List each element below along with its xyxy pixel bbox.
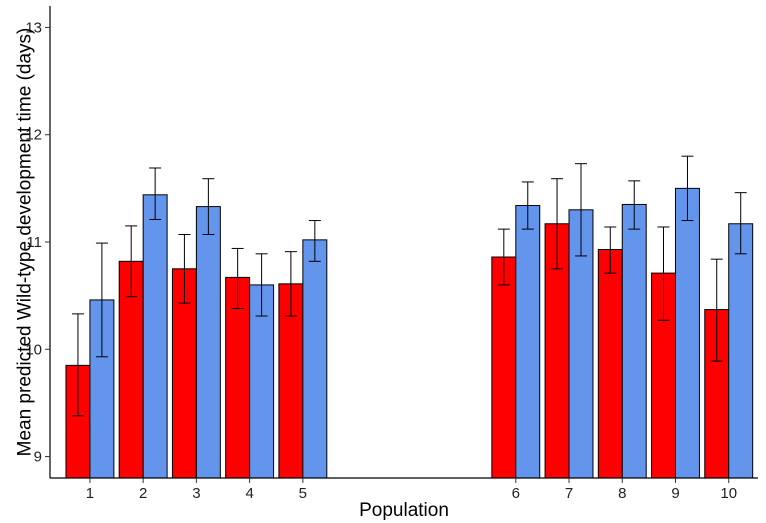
bars-layer <box>65 187 754 479</box>
y-tick-label: 13 <box>25 19 42 36</box>
error-bar-series1-pop-6 <box>497 228 510 286</box>
bar-series2-pop-9 <box>674 187 700 479</box>
x-ticks: 1 2 3 4 5 6 7 8 9 10 <box>86 478 737 502</box>
bar-series2-pop-3 <box>195 206 221 479</box>
error-bar-series1-pop-2 <box>125 225 138 298</box>
error-bar-series1-pop-5 <box>284 251 297 317</box>
x-tick-label: 9 <box>671 485 679 502</box>
error-bar-series2-pop-9 <box>681 155 694 222</box>
error-bar-series2-pop-4 <box>255 253 268 317</box>
error-bar-series2-pop-2 <box>149 167 162 220</box>
error-bar-series1-pop-4 <box>231 247 244 310</box>
y-tick-label: 10 <box>25 341 42 358</box>
error-bar-series2-pop-1 <box>95 242 108 358</box>
y-axis-title: Mean predicted Wild-type development tim… <box>15 28 36 457</box>
x-tick-label: 1 <box>86 485 94 502</box>
bar-series2-pop-10 <box>728 223 754 479</box>
x-tick-label: 4 <box>245 485 253 502</box>
error-bar-series2-pop-5 <box>308 220 321 262</box>
y-tick-label: 11 <box>26 234 42 251</box>
error-bar-series1-pop-3 <box>178 233 191 304</box>
error-bar-series2-pop-7 <box>575 163 587 257</box>
y-tick-label: 12 <box>25 127 42 144</box>
x-tick-label: 10 <box>720 485 737 502</box>
x-axis-title: Population <box>359 500 449 521</box>
x-tick-label: 7 <box>565 485 573 502</box>
error-bars-layer <box>71 155 747 417</box>
x-tick-label: 5 <box>299 485 307 502</box>
bar-series2-pop-2 <box>142 194 168 479</box>
x-tick-label: 3 <box>192 485 200 502</box>
error-bar-series1-pop-1 <box>71 313 84 417</box>
error-bar-series2-pop-10 <box>734 192 747 255</box>
y-tick-label: 9 <box>34 449 42 466</box>
bar-series1-pop-6 <box>491 256 517 479</box>
bar-series1-pop-8 <box>597 249 623 479</box>
error-bar-series1-pop-8 <box>604 226 617 274</box>
error-bar-series2-pop-6 <box>521 181 534 230</box>
x-tick-label: 8 <box>618 485 626 502</box>
x-tick-label: 2 <box>139 485 147 502</box>
y-ticks: 9 10 11 12 13 <box>25 19 50 466</box>
error-bar-series1-pop-9 <box>657 226 670 321</box>
error-bar-series2-pop-3 <box>202 178 215 235</box>
bar-series2-pop-6 <box>515 205 541 479</box>
error-bar-series2-pop-8 <box>628 180 641 230</box>
error-bar-series1-pop-7 <box>551 178 564 270</box>
bar-series2-pop-5 <box>302 239 328 479</box>
x-tick-label: 6 <box>512 485 520 502</box>
bar-series2-pop-8 <box>621 203 647 479</box>
error-bar-series1-pop-10 <box>710 258 723 362</box>
